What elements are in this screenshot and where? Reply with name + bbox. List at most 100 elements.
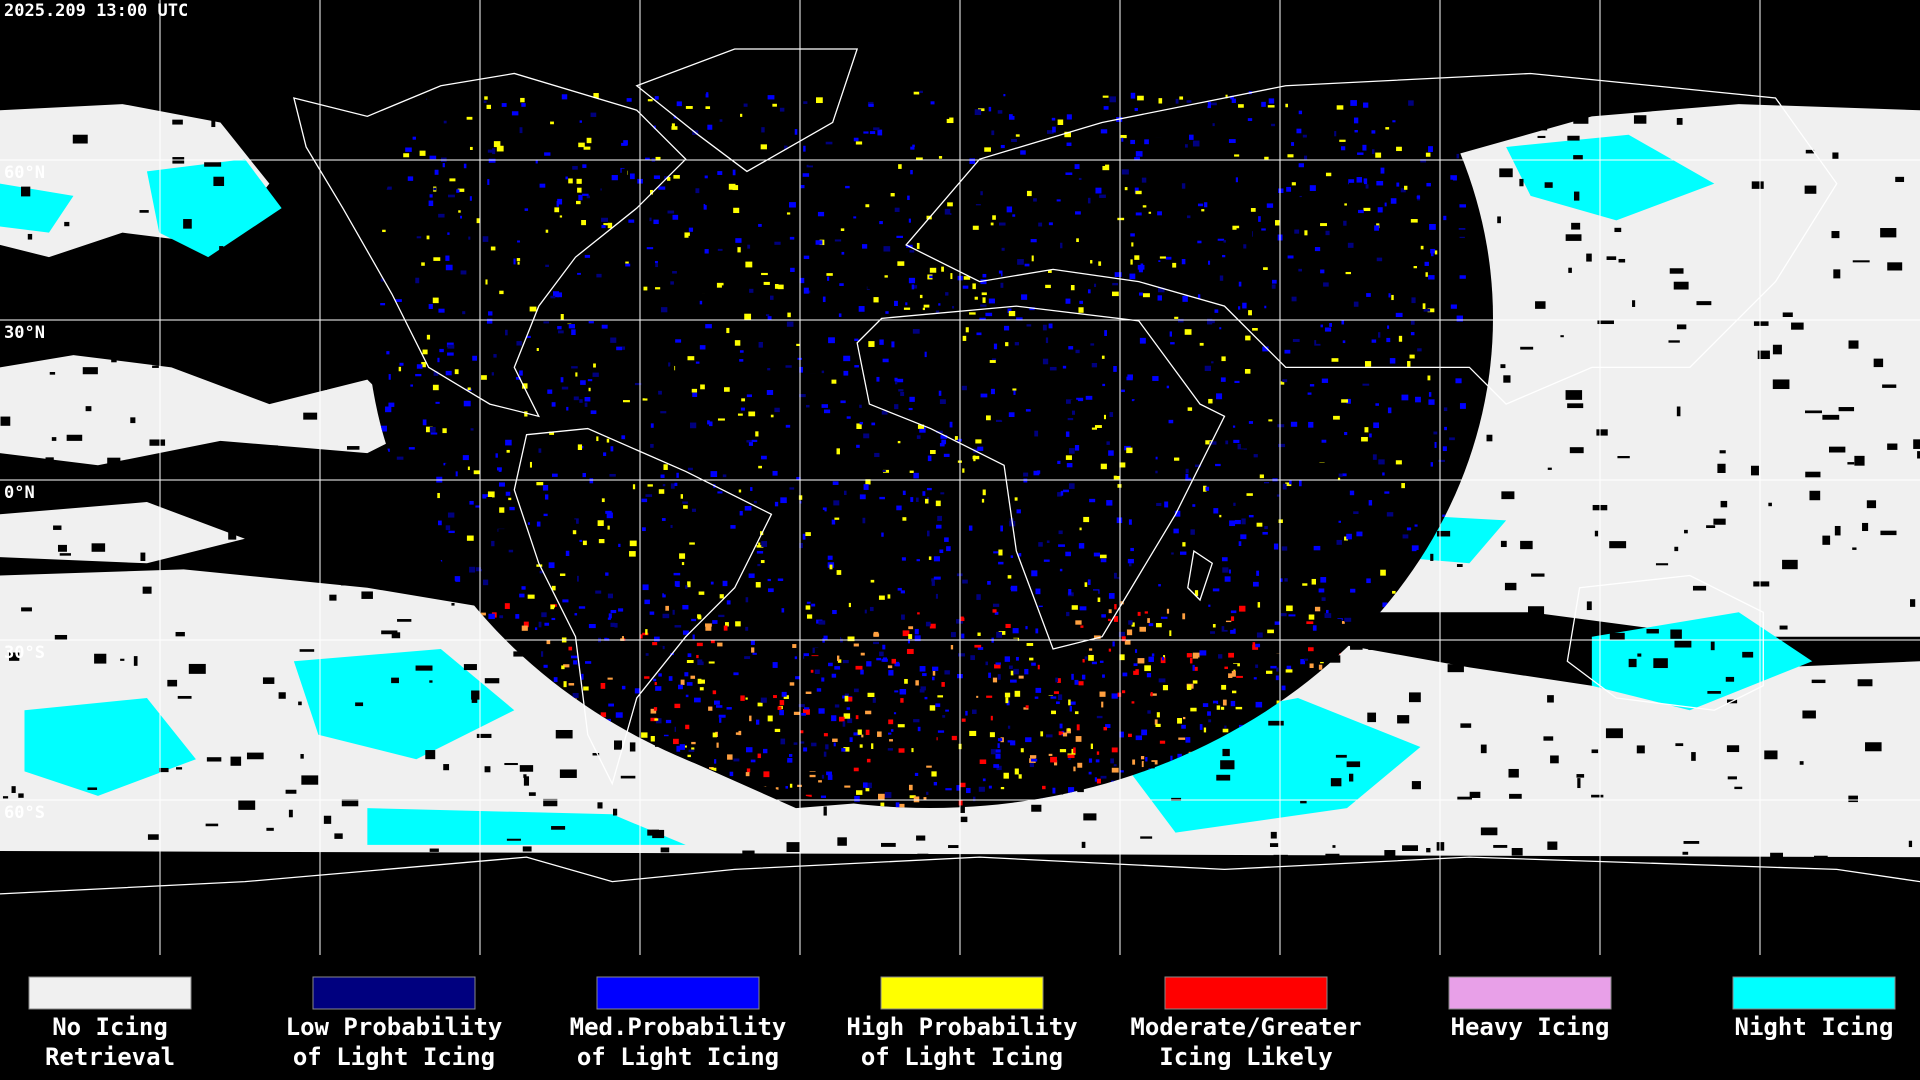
speckle <box>1268 419 1273 422</box>
cloud-gap <box>650 646 663 653</box>
speckle <box>767 368 771 371</box>
speckle <box>755 719 760 725</box>
speckle <box>671 123 675 129</box>
speckle <box>584 402 588 407</box>
cloud-gap <box>523 774 527 778</box>
speckle <box>941 266 944 272</box>
speckle <box>1094 425 1102 428</box>
speckle <box>799 366 804 373</box>
speckle <box>1102 383 1106 387</box>
speckle <box>793 711 800 715</box>
cloud-gap <box>262 161 272 165</box>
speckle <box>941 439 947 445</box>
cloud-gap <box>943 405 955 413</box>
cloud-gap <box>430 410 442 417</box>
speckle <box>572 530 577 535</box>
speckle <box>899 688 907 695</box>
cloud-gap <box>216 471 223 481</box>
speckle <box>752 652 757 655</box>
cloud-gap <box>1353 345 1360 351</box>
speckle <box>745 772 750 777</box>
speckle <box>923 304 930 308</box>
speckle <box>908 626 914 630</box>
speckle <box>1184 329 1192 335</box>
speckle <box>674 703 681 709</box>
speckle <box>1420 245 1424 250</box>
speckle <box>642 398 648 401</box>
speckle <box>755 582 761 588</box>
speckle <box>523 621 529 628</box>
cloud-gap <box>316 382 327 390</box>
speckle <box>1075 736 1082 742</box>
speckle <box>757 563 761 567</box>
cloud-gap <box>376 226 384 229</box>
cloud-gap <box>1439 618 1452 621</box>
speckle <box>976 332 982 336</box>
speckle <box>527 522 530 525</box>
speckle <box>803 707 810 710</box>
cloud-gap <box>349 514 367 520</box>
cloud-gap <box>2 796 9 799</box>
cloud-gap <box>1444 622 1455 629</box>
speckle <box>559 215 563 218</box>
speckle <box>821 677 825 682</box>
speckle <box>610 609 617 614</box>
cloud-gap <box>298 701 302 706</box>
speckle <box>832 738 838 742</box>
cloud-gap <box>1069 201 1079 211</box>
cloud-gap <box>742 850 755 857</box>
cloud-gap <box>1811 679 1826 684</box>
speckle <box>839 283 844 286</box>
cloud-gap <box>916 835 926 841</box>
cloud-gap <box>597 406 602 409</box>
cloud-gap <box>381 630 398 635</box>
cloud-gap <box>82 367 98 375</box>
speckle <box>1130 259 1133 265</box>
speckle <box>888 732 892 735</box>
speckle <box>1306 621 1314 625</box>
cloud-gap <box>486 431 492 441</box>
speckle <box>944 537 949 542</box>
cloud-gap <box>1153 530 1161 538</box>
cloud-gap <box>429 848 439 852</box>
speckle <box>595 590 602 594</box>
speckle <box>667 176 671 181</box>
speckle <box>917 726 921 732</box>
speckle <box>842 721 846 727</box>
cloud-gap <box>873 418 885 422</box>
speckle <box>488 158 496 163</box>
speckle <box>999 222 1006 226</box>
speckle <box>1422 303 1426 309</box>
speckle <box>799 277 805 284</box>
speckle <box>529 461 532 468</box>
cloud-gap <box>565 519 577 526</box>
speckle <box>1309 384 1315 387</box>
speckle <box>1117 484 1122 488</box>
cloud-gap <box>630 624 641 630</box>
speckle <box>919 294 923 299</box>
cloud-gap <box>358 216 375 220</box>
speckle <box>927 455 932 462</box>
speckle <box>898 164 902 169</box>
speckle <box>789 236 795 240</box>
speckle <box>1261 228 1266 231</box>
cloud-gap <box>724 643 734 651</box>
speckle <box>1033 198 1037 202</box>
cloud-gap <box>615 640 627 650</box>
speckle <box>864 609 867 614</box>
speckle <box>909 470 914 473</box>
cloud-gap <box>1822 535 1831 545</box>
speckle <box>645 494 653 497</box>
speckle <box>1238 281 1242 287</box>
speckle <box>990 749 996 755</box>
speckle <box>1182 716 1186 720</box>
speckle <box>614 623 618 628</box>
cloud-gap <box>455 480 471 485</box>
speckle <box>1007 725 1011 729</box>
cloud-gap <box>1628 658 1637 668</box>
cloud-gap <box>1346 761 1361 768</box>
speckle <box>557 326 562 330</box>
speckle <box>1038 222 1043 227</box>
cloud-gap <box>1469 791 1481 798</box>
speckle <box>968 525 973 531</box>
